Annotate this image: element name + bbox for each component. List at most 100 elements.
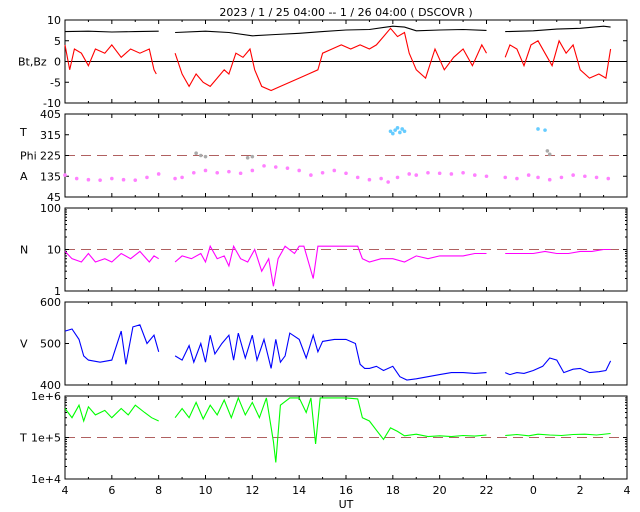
y-tick-label: 405	[40, 108, 61, 121]
data-point	[583, 174, 587, 179]
data-point	[526, 173, 531, 177]
panel-ylabel: T	[19, 432, 27, 445]
data-point	[320, 170, 325, 175]
panel-1: 10 5 0 -5 -10 Bt,Bz	[18, 14, 628, 110]
series-v	[64, 324, 612, 381]
data-point	[133, 178, 138, 182]
data-point	[199, 153, 203, 158]
data-point	[594, 175, 599, 180]
data-point	[388, 129, 393, 134]
data-point	[145, 175, 149, 180]
panel-4: 600 500 400 V	[20, 296, 628, 392]
data-point	[250, 154, 255, 159]
data-point	[571, 173, 575, 177]
data-point	[285, 166, 290, 170]
y-tick-label: 400	[40, 379, 61, 392]
data-point	[156, 172, 161, 176]
data-point	[402, 129, 407, 134]
data-point	[273, 165, 278, 169]
data-point	[543, 128, 547, 132]
x-tick-label: 10	[199, 484, 213, 497]
series-phi-high	[194, 149, 552, 160]
series-n	[64, 244, 611, 287]
y-tick-label: 10	[47, 14, 61, 27]
data-point	[173, 176, 177, 181]
x-tick-label: 16	[339, 484, 353, 497]
data-point	[426, 170, 430, 175]
data-point	[245, 156, 250, 160]
data-point	[391, 131, 395, 136]
y-tick-label: 315	[40, 129, 61, 142]
data-point	[238, 171, 243, 176]
data-point	[379, 176, 383, 181]
data-point	[547, 177, 552, 182]
data-point	[86, 177, 91, 182]
x-tick-label: 0	[530, 484, 537, 497]
data-point	[536, 127, 540, 131]
x-tick-label: 2	[577, 484, 584, 497]
y-tick-label: 0	[54, 56, 61, 69]
data-point	[393, 128, 397, 132]
y-tick-label: 500	[40, 338, 61, 351]
data-point	[545, 149, 550, 153]
x-tick-label: 22	[480, 484, 494, 497]
data-point	[398, 130, 402, 135]
data-point	[536, 175, 540, 180]
data-point	[395, 175, 400, 180]
x-tick-label: 8	[155, 484, 162, 497]
series-phi	[63, 164, 611, 184]
data-point	[547, 152, 552, 157]
panel-ylabel: Bt,Bz	[18, 56, 47, 69]
y-tick-label: 1e+6	[31, 390, 61, 403]
panel-3: 100 10 1 N	[20, 202, 628, 298]
data-point	[400, 127, 405, 131]
x-tick-label: 20	[433, 484, 447, 497]
x-tick-label: 18	[386, 484, 400, 497]
panel-ylabel: V	[20, 338, 28, 351]
series-bz	[64, 27, 612, 92]
data-point	[309, 173, 313, 177]
data-point	[227, 169, 231, 174]
data-point	[414, 173, 419, 177]
data-point	[121, 177, 126, 182]
data-point	[110, 176, 114, 181]
x-tick-label: 14	[292, 484, 306, 497]
data-point	[250, 168, 255, 173]
data-point	[98, 178, 102, 182]
series-t	[388, 126, 547, 136]
data-point	[344, 171, 348, 176]
y-tick-label: 100	[40, 202, 61, 215]
y-tick-label: -5	[50, 76, 61, 89]
y-tick-label: 600	[40, 296, 61, 309]
y-tick-label: 135	[40, 170, 61, 183]
data-point	[262, 164, 266, 168]
data-point	[515, 176, 519, 181]
data-point	[74, 176, 79, 181]
data-point	[180, 175, 184, 180]
data-point	[355, 175, 360, 180]
y-tick-label: 45	[47, 191, 61, 204]
data-point	[449, 172, 454, 176]
panel-frame	[64, 301, 628, 386]
x-axis-label: UT	[339, 498, 354, 511]
chart-panels: 1050-5-10Bt,Bz40531522513545TPhiA100101N…	[18, 14, 631, 497]
y-tick-label: 10	[47, 244, 61, 257]
series-t	[64, 396, 611, 463]
y-tick-label: 225	[40, 150, 61, 163]
data-point	[437, 171, 442, 176]
data-point	[407, 172, 412, 176]
panel-ylabel: A	[20, 170, 28, 183]
data-point	[191, 170, 196, 175]
x-tick-label: 6	[108, 484, 115, 497]
y-tick-label: 1e+4	[31, 473, 61, 486]
y-tick-label: 1	[54, 285, 61, 298]
data-point	[63, 173, 67, 177]
panel-ylabel: T	[19, 126, 27, 139]
y-tick-label: 1e+5	[31, 432, 61, 445]
data-point	[559, 175, 564, 180]
panel-ylabel: Phi	[20, 150, 37, 163]
panel-ylabel: N	[20, 244, 28, 257]
x-tick-label: 12	[245, 484, 259, 497]
panel-2: 405 315 225 135 45 T Phi A	[19, 108, 628, 204]
data-point	[606, 176, 611, 181]
